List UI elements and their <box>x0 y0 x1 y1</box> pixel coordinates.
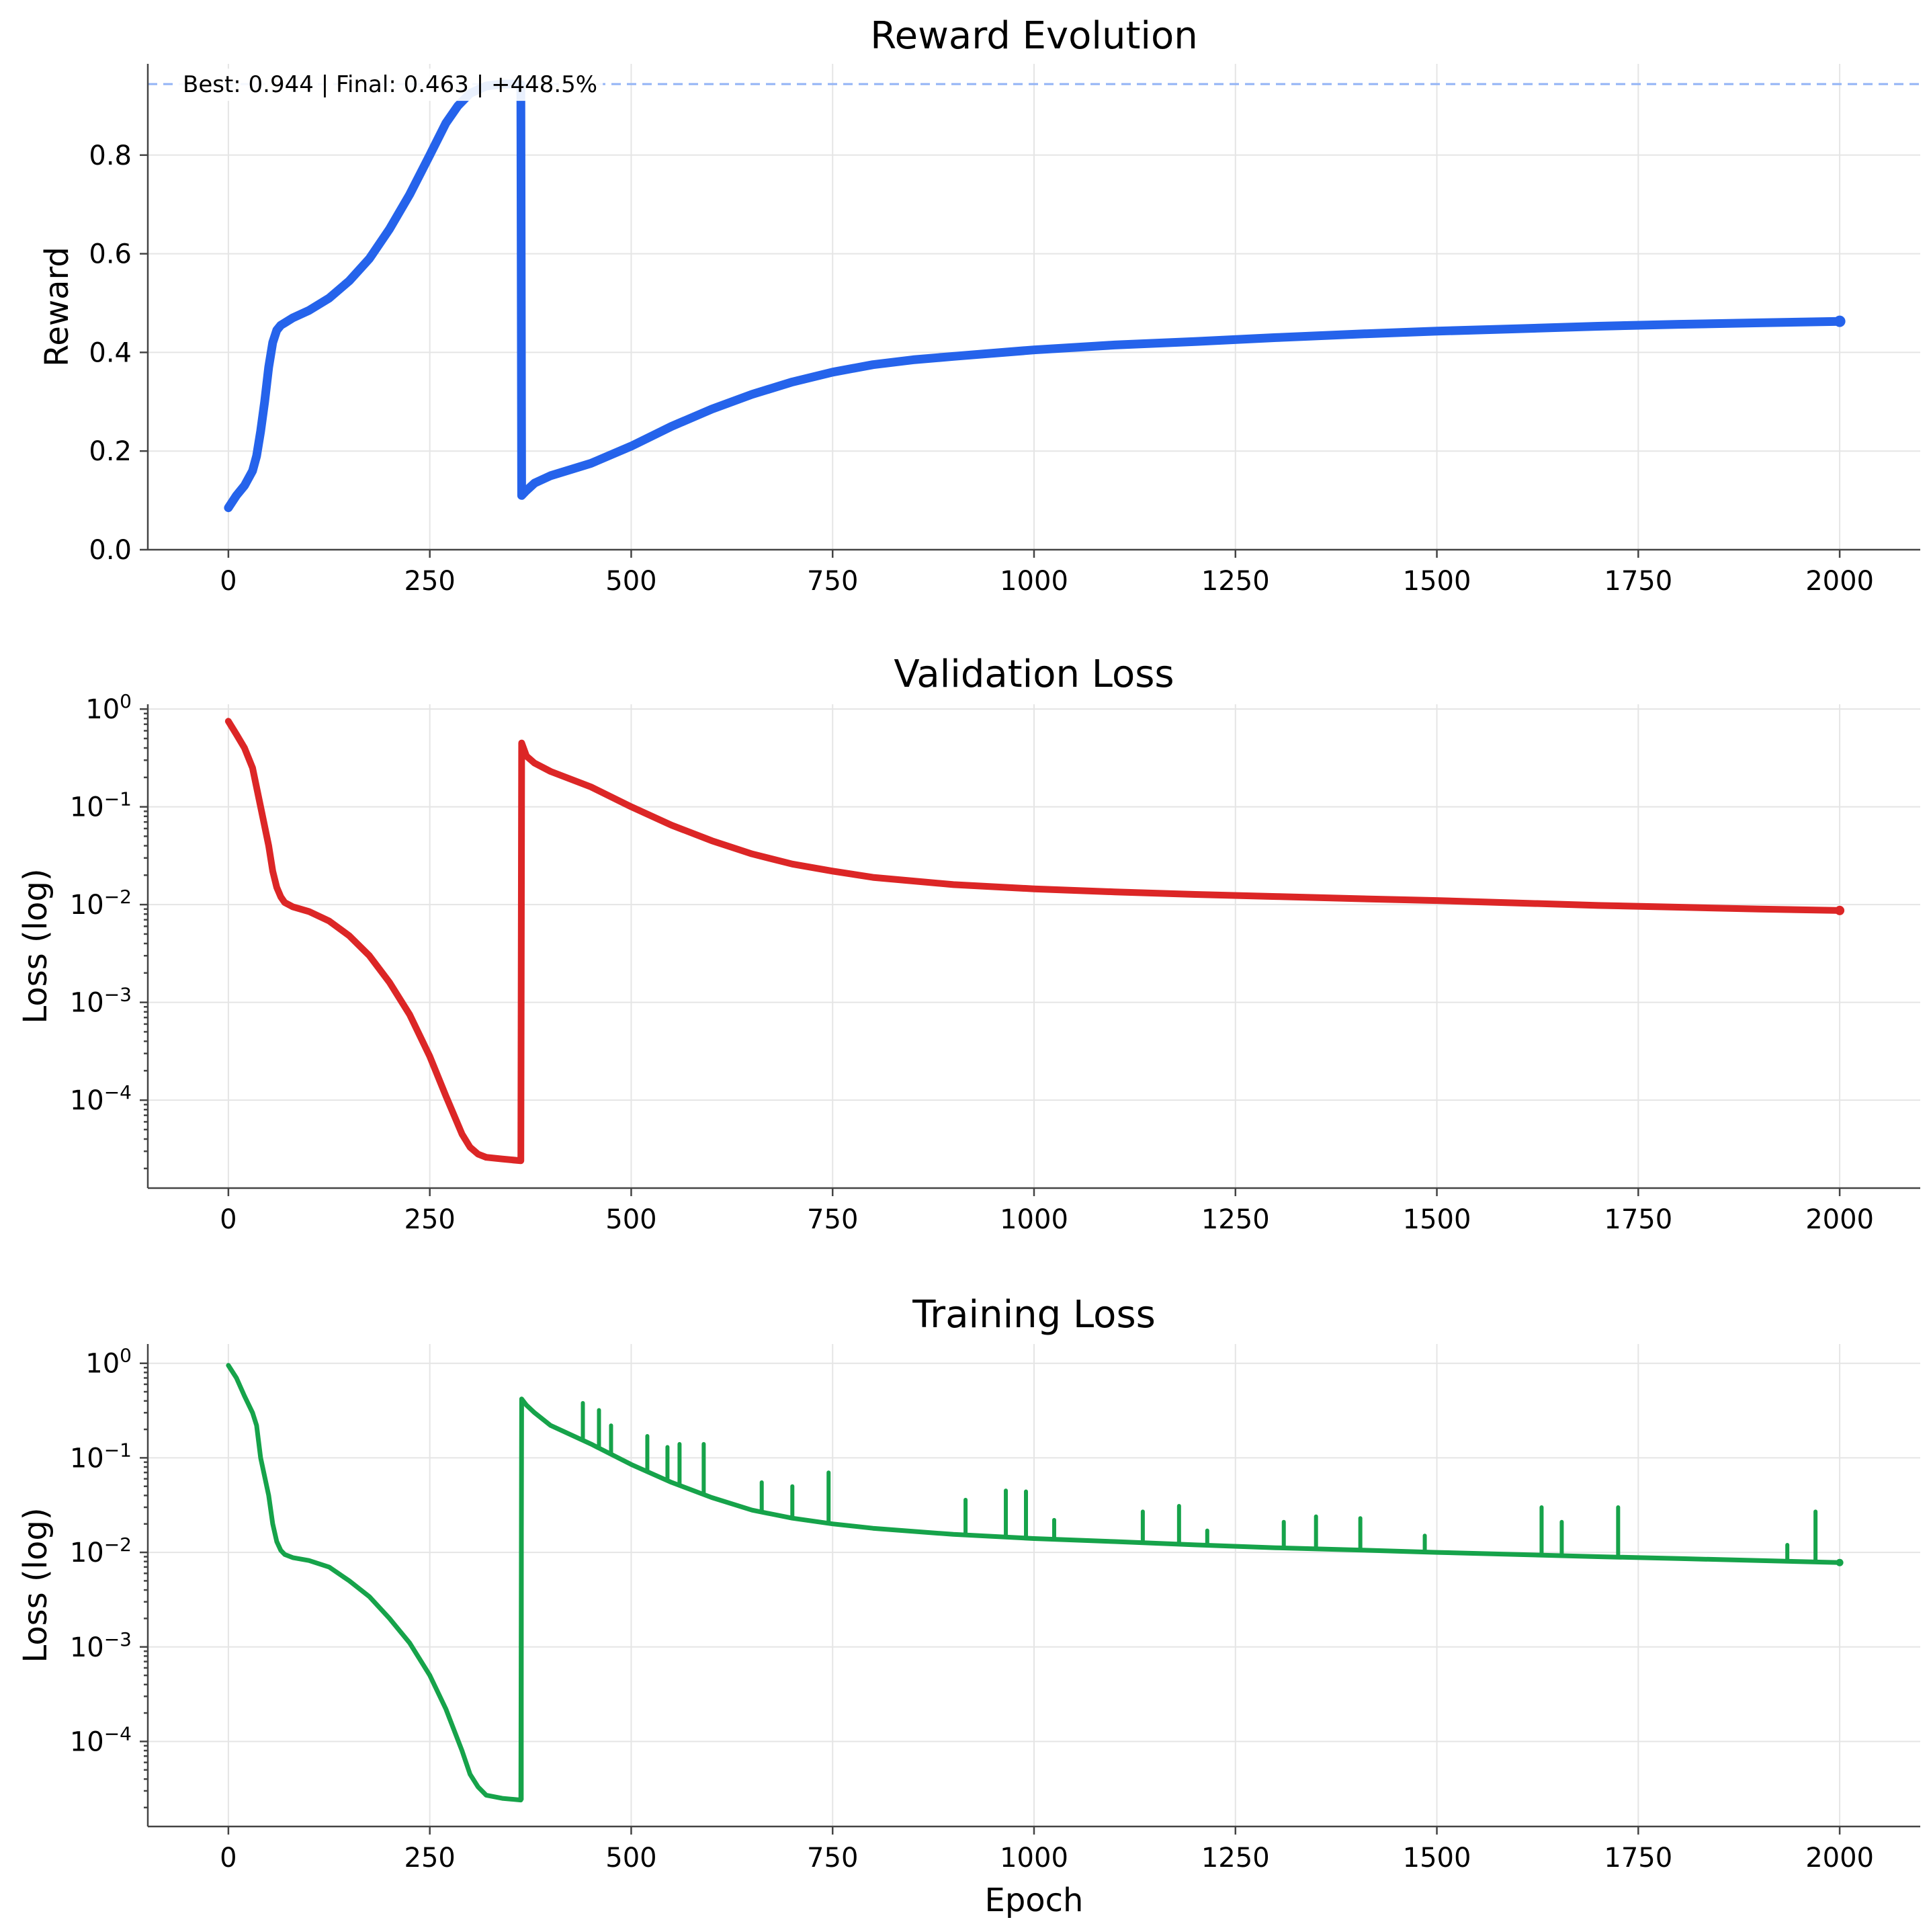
x-tick-label: 1500 <box>1403 1204 1471 1235</box>
x-tick-label: 1000 <box>1000 1204 1068 1235</box>
training-loss-panel: Training Loss Loss (log) Epoch 0 250 500 75… <box>17 1293 1920 1919</box>
series-line <box>226 1363 1842 1803</box>
validation-loss-y-ticks: 100 10−1 10−2 10−3 10−4 <box>70 690 148 1170</box>
y-tick-label: 0.8 <box>89 140 132 171</box>
reward-y-axis-label: Reward <box>38 247 76 367</box>
series-line <box>224 718 1844 1165</box>
x-tick-label: 0 <box>220 1843 237 1874</box>
y-tick-label: 10−4 <box>70 1722 132 1758</box>
y-tick-label: 10−3 <box>70 1628 132 1663</box>
x-tick-label: 250 <box>404 566 456 597</box>
x-tick-label: 2000 <box>1805 1843 1874 1874</box>
x-tick-label: 1250 <box>1201 1204 1270 1235</box>
y-tick-label: 10−2 <box>70 1534 132 1569</box>
validation-loss-panel: Validation Loss Loss (log) 0 250 500 750 100… <box>17 653 1920 1235</box>
reward-summary-annotation: Best: 0.944 | Final: 0.463 | +448.5% <box>183 71 597 98</box>
reward-evolution-panel: Reward Evolution Reward 0 250 500 750 1000 12… <box>38 14 1920 597</box>
x-tick-label: 2000 <box>1805 1204 1874 1235</box>
training-loss-y-ticks: 100 10−1 10−2 10−3 10−4 <box>70 1344 148 1809</box>
x-tick-label: 1000 <box>1000 1843 1068 1874</box>
annotation-background <box>177 69 603 101</box>
x-tick-label: 1500 <box>1403 566 1471 597</box>
x-tick-label: 1000 <box>1000 566 1068 597</box>
training-loss-y-axis-label: Loss (log) <box>17 1507 54 1663</box>
x-tick-label: 2000 <box>1805 566 1874 597</box>
y-tick-label: 10−3 <box>70 983 132 1019</box>
training-loss-chart-title: Training Loss <box>912 1293 1156 1337</box>
y-tick-label: 10−2 <box>70 886 132 921</box>
validation-loss-chart-title: Validation Loss <box>894 653 1174 696</box>
validation-loss-y-axis-label: Loss (log) <box>17 868 54 1023</box>
x-tick-label: 250 <box>404 1843 456 1874</box>
y-tick-label: 0.0 <box>89 535 132 566</box>
x-tick-label: 1750 <box>1604 566 1672 597</box>
training-loss-gridlines <box>148 1344 1920 1826</box>
training-loss-series <box>226 1363 1844 1803</box>
x-tick-label: 750 <box>807 566 858 597</box>
y-tick-label: 10−1 <box>70 788 132 823</box>
validation-loss-x-ticks: 0 250 500 750 1000 1250 1500 1750 2000 <box>220 1188 1874 1235</box>
validation-loss-series <box>224 718 1845 1165</box>
reward-y-ticks: 0.0 0.2 0.4 0.6 0.8 <box>89 140 148 566</box>
x-tick-label: 1250 <box>1201 1843 1270 1874</box>
epoch-x-axis-label: Epoch <box>985 1882 1084 1919</box>
x-tick-label: 250 <box>404 1204 456 1235</box>
x-tick-label: 500 <box>605 1843 656 1874</box>
x-tick-label: 0 <box>220 566 237 597</box>
y-tick-label: 100 <box>85 1344 132 1380</box>
x-tick-label: 750 <box>807 1843 858 1874</box>
x-tick-label: 500 <box>605 1204 656 1235</box>
x-tick-label: 750 <box>807 1204 858 1235</box>
x-tick-label: 1250 <box>1201 566 1270 597</box>
reward-chart-title: Reward Evolution <box>870 14 1197 58</box>
x-tick-label: 1750 <box>1604 1843 1672 1874</box>
x-tick-label: 1500 <box>1403 1843 1471 1874</box>
y-tick-label: 100 <box>85 690 132 726</box>
y-tick-label: 0.4 <box>89 337 132 368</box>
reward-x-ticks: 0 250 500 750 1000 1250 1500 1750 2000 <box>220 550 1874 597</box>
x-tick-label: 500 <box>605 566 656 597</box>
y-tick-label: 0.2 <box>89 436 132 467</box>
final-point <box>1835 905 1845 915</box>
x-tick-label: 1750 <box>1604 1204 1672 1235</box>
final-point <box>1836 1558 1844 1566</box>
y-tick-label: 0.6 <box>89 239 132 270</box>
x-tick-label: 0 <box>220 1204 237 1235</box>
y-tick-label: 10−4 <box>70 1081 132 1117</box>
final-point <box>1834 315 1846 327</box>
y-tick-label: 10−1 <box>70 1439 132 1474</box>
training-loss-x-ticks: 0 250 500 750 1000 1250 1500 1750 2000 <box>220 1826 1874 1874</box>
